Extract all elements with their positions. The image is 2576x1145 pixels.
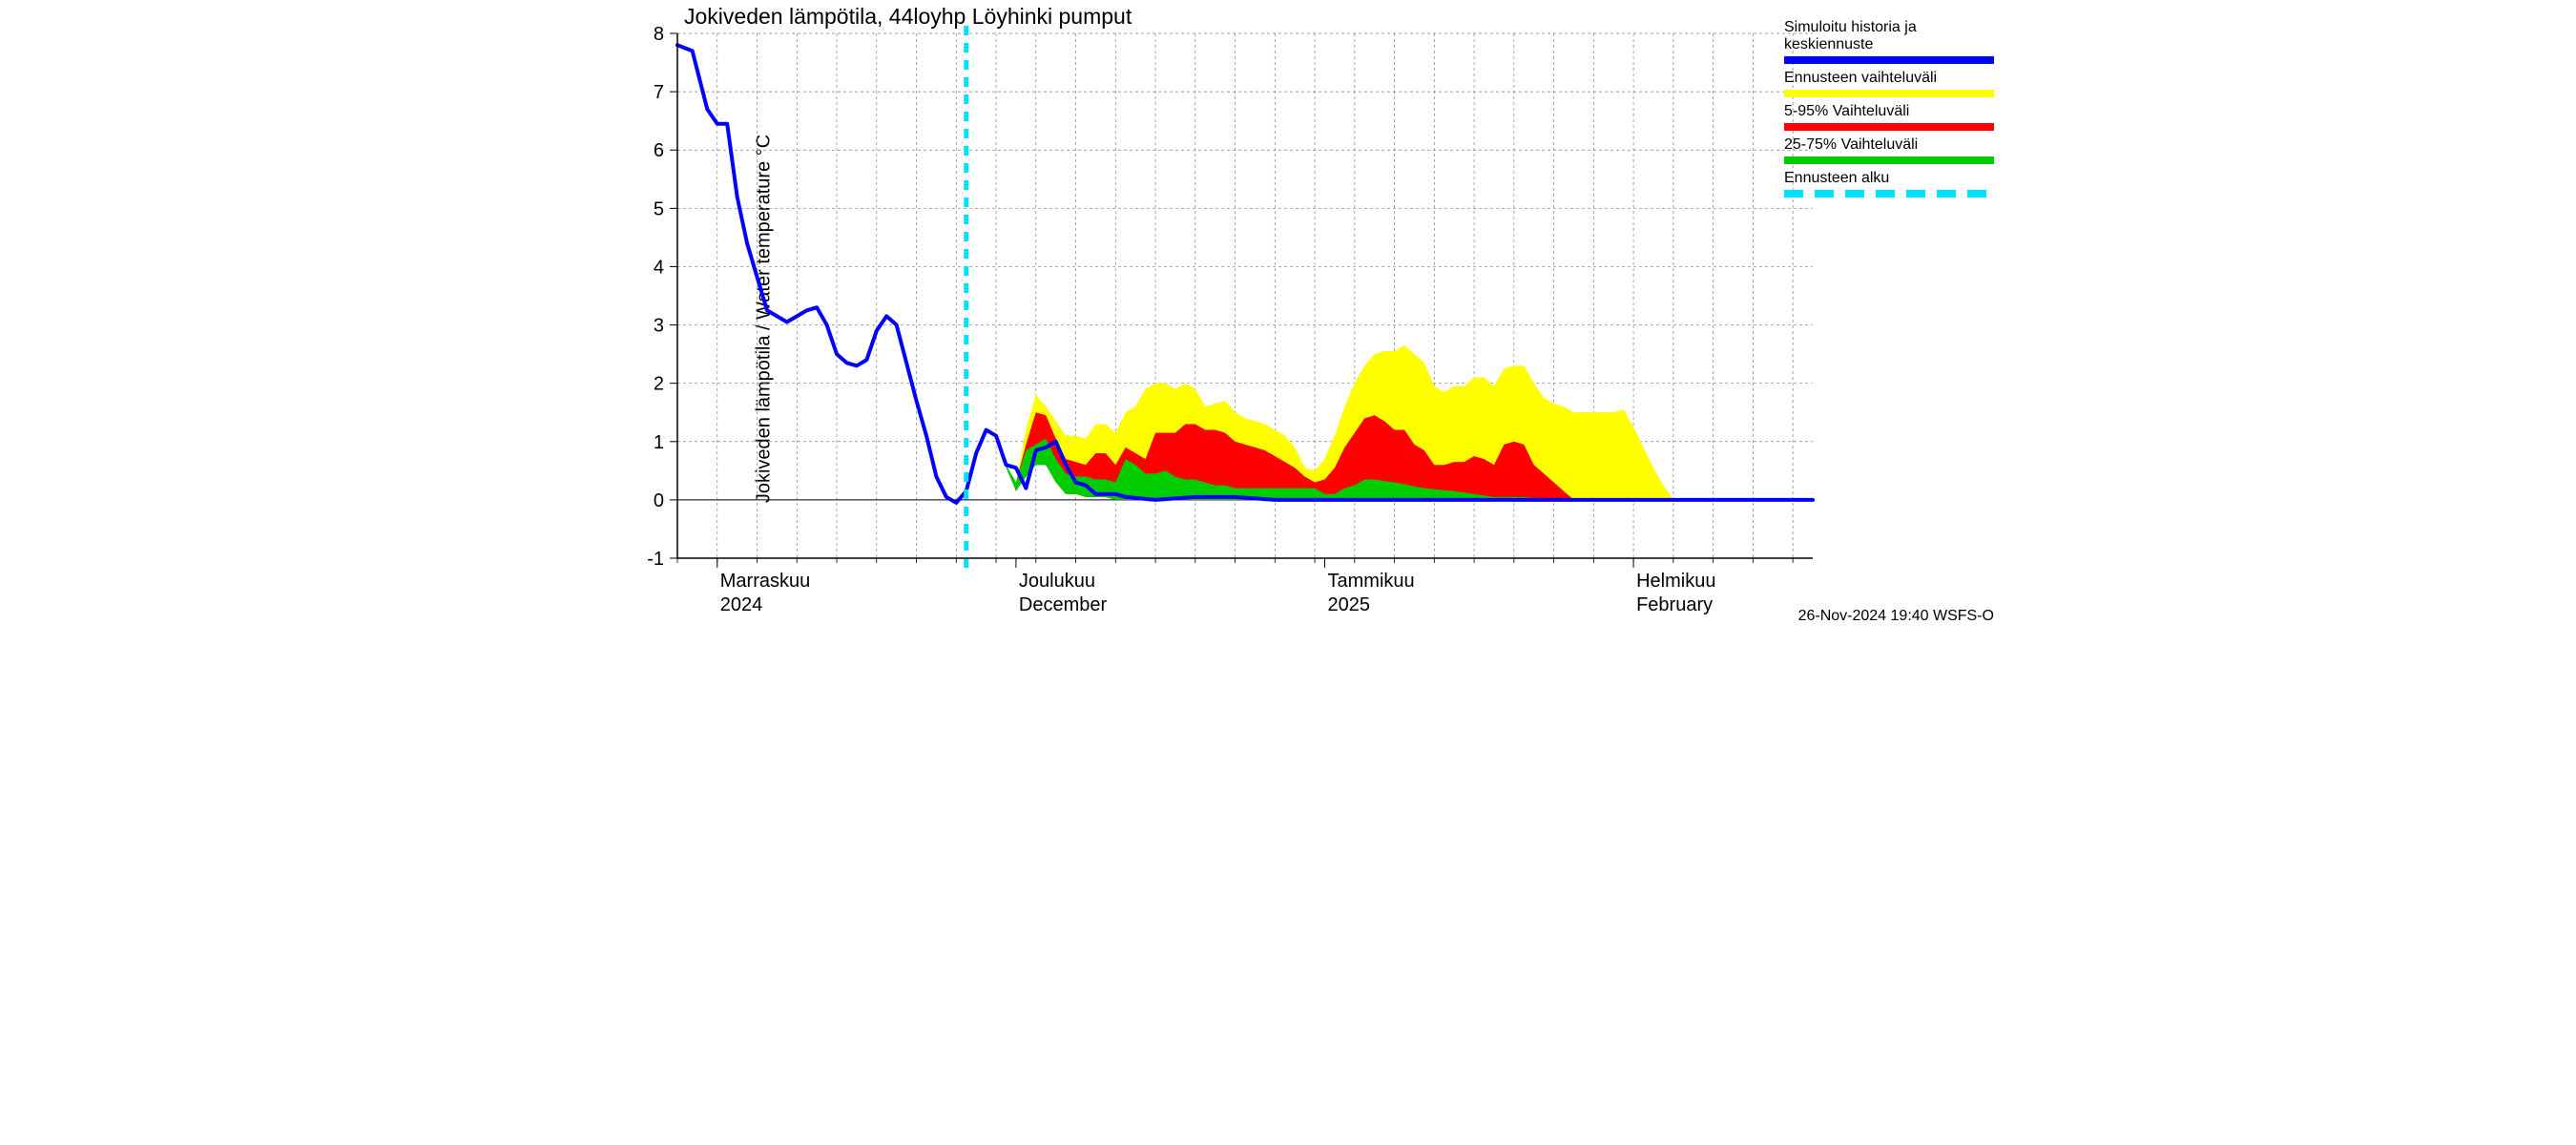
svg-text:February: February [1636,594,1713,615]
legend-item-green: 25-75% Vaihteluväli [1784,136,1994,164]
svg-text:8: 8 [654,24,664,45]
svg-text:0: 0 [654,490,664,511]
svg-text:6: 6 [654,140,664,161]
legend-item-blue: Simuloitu historia ja keskiennuste [1784,19,1994,64]
svg-text:2: 2 [654,374,664,395]
svg-text:December: December [1019,594,1108,615]
svg-text:3: 3 [654,316,664,337]
legend-swatch [1784,190,1994,198]
legend-item-cyan: Ennusteen alku [1784,170,1994,198]
legend-label: 25-75% Vaihteluväli [1784,136,1994,154]
svg-text:1: 1 [654,432,664,453]
timestamp: 26-Nov-2024 19:40 WSFS-O [1798,608,1994,625]
legend-label: Ennusteen vaihteluväli [1784,70,1994,87]
svg-text:-1: -1 [647,549,664,570]
svg-text:7: 7 [654,82,664,103]
svg-text:Joulukuu: Joulukuu [1019,571,1095,592]
legend-item-yellow: Ennusteen vaihteluväli [1784,70,1994,97]
legend-label: 5-95% Vaihteluväli [1784,103,1994,120]
svg-text:Helmikuu: Helmikuu [1636,571,1715,592]
chart-svg: Jokiveden lämpötila, 44loyhp Löyhinki pu… [634,0,1837,636]
svg-text:Jokiveden lämpötila, 44loyhp L: Jokiveden lämpötila, 44loyhp Löyhinki pu… [684,4,1132,29]
legend-swatch [1784,156,1994,164]
legend-item-red: 5-95% Vaihteluväli [1784,103,1994,131]
legend-swatch [1784,123,1994,131]
svg-text:2024: 2024 [720,594,763,615]
legend-swatch [1784,56,1994,64]
svg-text:Marraskuu: Marraskuu [720,571,810,592]
svg-text:5: 5 [654,198,664,219]
legend-label: Simuloitu historia ja keskiennuste [1784,19,1994,53]
legend-swatch [1784,90,1994,97]
svg-text:4: 4 [654,257,664,278]
svg-text:2025: 2025 [1328,594,1371,615]
legend-label: Ennusteen alku [1784,170,1994,187]
legend: Simuloitu historia ja keskiennuste Ennus… [1784,19,1994,203]
svg-text:Tammikuu: Tammikuu [1328,571,1415,592]
